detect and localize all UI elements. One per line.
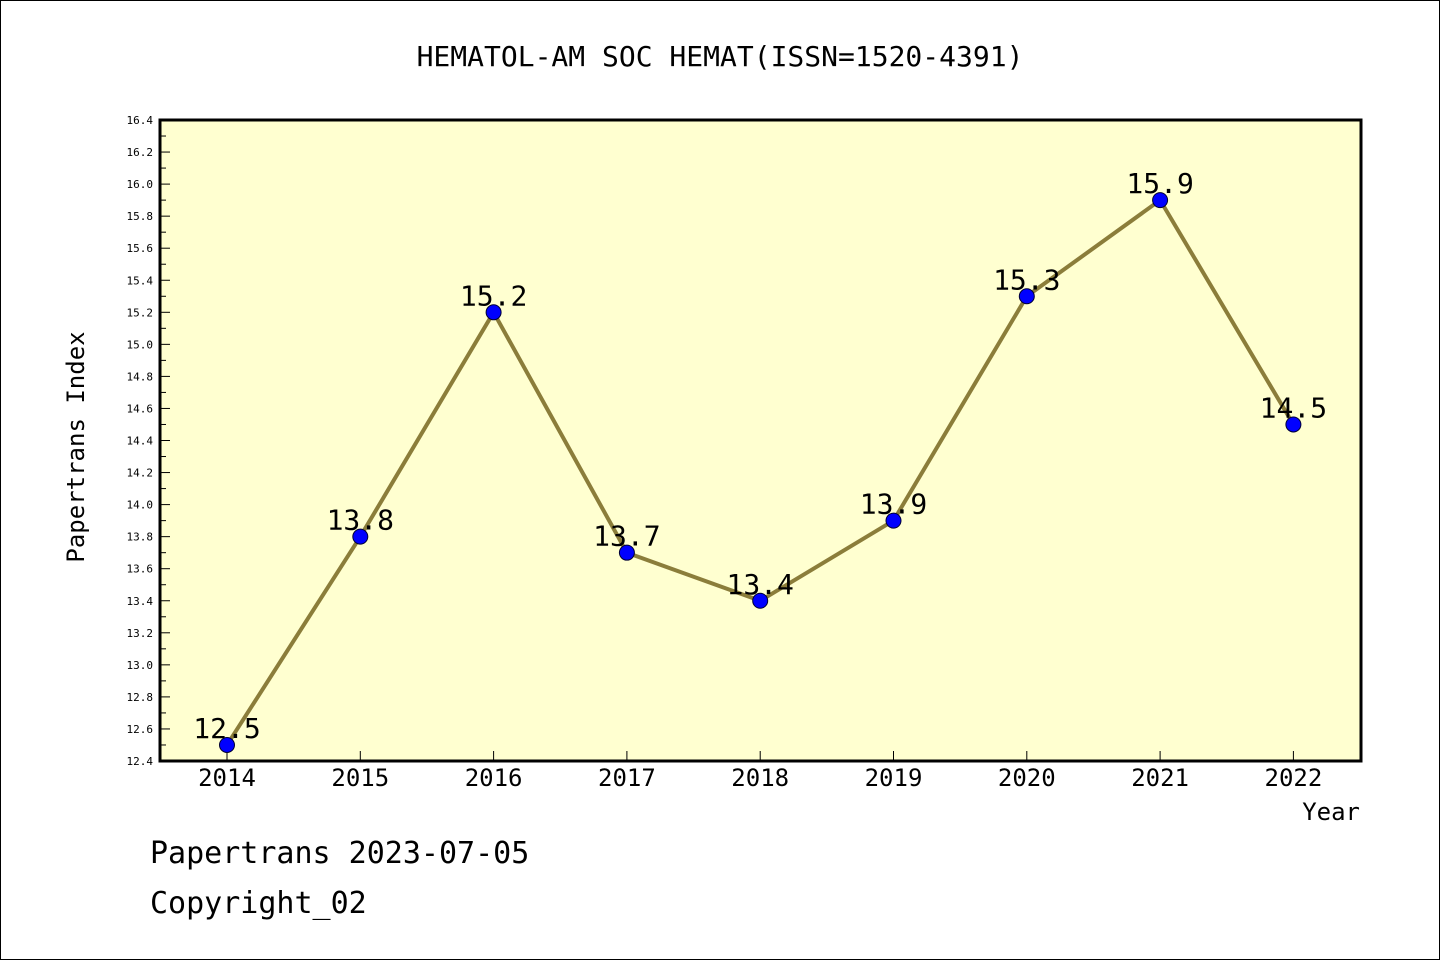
y-tick-label: 13.6 — [127, 563, 154, 576]
x-tick-label: 2015 — [331, 764, 389, 792]
y-tick-label: 13.2 — [127, 627, 154, 640]
data-label: 12.5 — [193, 712, 260, 745]
data-point — [752, 592, 769, 609]
y-tick-label: 12.6 — [127, 723, 154, 736]
y-tick-label: 13.0 — [127, 659, 154, 672]
data-label: 13.7 — [593, 520, 660, 553]
y-tick-label: 15.0 — [127, 338, 154, 351]
data-point — [1018, 288, 1035, 305]
y-tick-label: 12.4 — [127, 755, 154, 768]
y-tick-label: 13.8 — [127, 531, 154, 544]
y-tick-label: 16.0 — [127, 178, 154, 191]
y-tick-label: 16.4 — [127, 114, 154, 127]
y-tick-label: 12.8 — [127, 691, 154, 704]
data-label: 15.2 — [460, 279, 527, 312]
data-point — [219, 736, 235, 753]
y-tick-label: 16.2 — [127, 146, 154, 159]
x-tick-label: 2014 — [198, 764, 256, 792]
data-point — [352, 528, 369, 545]
data-label: 13.9 — [860, 488, 927, 521]
y-tick-label: 15.6 — [127, 242, 154, 255]
data-label: 14.5 — [1260, 391, 1327, 424]
footer-date: Papertrans 2023-07-05 — [150, 836, 530, 871]
x-tick-label: 2019 — [865, 764, 923, 792]
y-axis-label: Papertrans Index — [62, 331, 90, 562]
x-tick-label: 2018 — [731, 764, 789, 792]
plot-area — [158, 118, 1363, 763]
data-point — [1152, 192, 1169, 209]
x-tick-label: 2016 — [465, 764, 523, 792]
data-point — [485, 304, 502, 321]
x-axis-label: Year — [1302, 798, 1360, 826]
y-tick-label: 15.8 — [127, 210, 154, 223]
data-point — [618, 544, 635, 561]
y-tick-label: 14.0 — [127, 499, 154, 512]
y-tick-label: 14.6 — [127, 402, 154, 415]
data-point — [1285, 416, 1302, 433]
y-tick-label: 14.4 — [127, 435, 154, 448]
footer-copyright: Copyright_02 — [150, 886, 367, 921]
x-tick-label: 2021 — [1131, 764, 1189, 792]
data-markers — [219, 192, 1302, 753]
data-label: 13.4 — [726, 568, 793, 601]
data-label: 15.9 — [1126, 167, 1193, 200]
data-point — [885, 512, 902, 529]
y-tick-label: 14.2 — [127, 467, 154, 480]
data-labels: 12.5 13.8 15.2 13.7 13.4 13.9 15.3 15.9 14.5 — [193, 167, 1327, 745]
y-tick-label: 15.2 — [127, 306, 154, 319]
x-tick-label: 2020 — [998, 764, 1056, 792]
data-label: 13.8 — [327, 504, 394, 537]
data-label: 15.3 — [993, 263, 1060, 296]
y-tick-label: 13.4 — [127, 595, 154, 608]
y-tick-label: 15.4 — [127, 274, 154, 287]
y-axis: 12.4 12.6 12.8 13.0 13.2 13.4 13.6 13.8 14.0 14.2… — [127, 114, 170, 768]
x-tick-label: 2022 — [1265, 764, 1323, 792]
chart-title: HEMATOL-AM SOC HEMAT(ISSN=1520-4391) — [417, 40, 1024, 73]
y-tick-label: 14.8 — [127, 370, 154, 383]
x-axis: 2014 2015 2016 2017 2018 2019 2020 2021 2022 — [198, 751, 1322, 792]
x-tick-label: 2017 — [598, 764, 656, 792]
